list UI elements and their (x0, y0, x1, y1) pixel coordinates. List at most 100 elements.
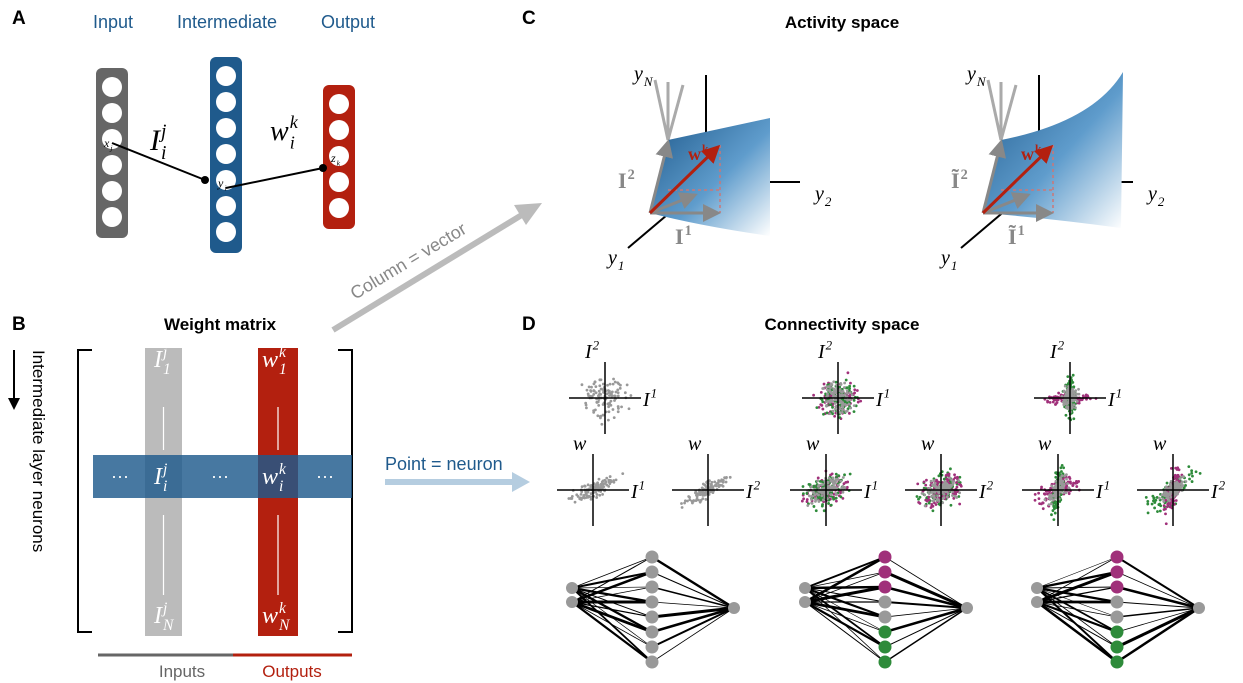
scatter-point (583, 497, 586, 500)
scatter-point (1034, 493, 1037, 496)
scatter-point (943, 496, 946, 499)
scatter-point (626, 383, 629, 386)
scatter-point (607, 419, 610, 422)
scatter-point (1052, 498, 1055, 501)
scatter-point (851, 394, 854, 397)
scatter-point (930, 495, 933, 498)
label-base: w (688, 144, 701, 164)
scatter-point (835, 500, 838, 503)
axis-label: I2 (817, 338, 833, 363)
scatter-point (958, 503, 961, 506)
axis-label: w (921, 433, 935, 455)
scatter-point (1163, 508, 1166, 511)
scatter-point (856, 389, 859, 392)
ellipsis: ··· (211, 466, 229, 486)
label-sub: 1 (951, 258, 958, 273)
scatter-point (930, 480, 933, 483)
axis-label: yN (632, 63, 654, 89)
scatter-point (802, 485, 805, 488)
neuron (1111, 551, 1124, 564)
scatter-point (1072, 374, 1075, 377)
scatter-point (1187, 465, 1190, 468)
scatter-point (837, 484, 840, 487)
scatter-point (1050, 513, 1053, 516)
scatter-point (1146, 503, 1149, 506)
panel-letter: D (522, 314, 536, 335)
scatter-point (597, 394, 600, 397)
scatter-point (1180, 482, 1183, 485)
arrow (333, 213, 525, 330)
scatter-point (1074, 389, 1077, 392)
scatter-point (1034, 499, 1037, 502)
scatter-point (827, 481, 830, 484)
scatter-point (600, 486, 603, 489)
axis-label: I2 (1210, 478, 1226, 503)
scatter-point (1072, 417, 1075, 420)
scatter-point (1199, 472, 1202, 475)
scatter-point (1037, 492, 1040, 495)
scatter-point (605, 481, 608, 484)
scatter-point (1052, 518, 1055, 521)
neuron (799, 582, 811, 594)
scatter-point (930, 503, 933, 506)
axis-label: I1 (630, 478, 645, 503)
label-sub: k (337, 159, 341, 168)
scatter-point (1062, 466, 1065, 469)
label-base: I (978, 481, 987, 503)
label-base: w (1153, 433, 1167, 455)
scatter-point (916, 495, 919, 498)
scatter-point (916, 482, 919, 485)
axis-label: I1 (1107, 386, 1122, 411)
label-base: I (630, 481, 639, 503)
scatter-point (810, 498, 813, 501)
scatter-point (1074, 398, 1077, 401)
scatter-point (832, 380, 835, 383)
scatter-point (612, 378, 615, 381)
edge (1037, 588, 1117, 647)
scatter-point (834, 480, 837, 483)
scatter-point (1065, 478, 1068, 481)
scatter-point (1165, 522, 1168, 525)
label-base: I (863, 481, 872, 503)
label-sup: 2 (826, 338, 833, 353)
scatter-point (1063, 474, 1066, 477)
scatter-point (1038, 497, 1041, 500)
scatter-point (587, 483, 590, 486)
scatter-point (1159, 504, 1162, 507)
scatter-point (592, 411, 595, 414)
scatter-point (953, 473, 956, 476)
edge (1037, 557, 1117, 588)
scatter-point (801, 500, 804, 503)
scatter-point (1071, 388, 1074, 391)
scatter-point (935, 486, 938, 489)
neuron (329, 172, 349, 192)
neuron (216, 144, 236, 164)
neuron (1111, 626, 1124, 639)
label-base: w (1021, 144, 1034, 164)
label-base: I (1049, 341, 1058, 363)
scatter-point (853, 410, 856, 413)
scatter-point (1169, 493, 1172, 496)
scatter-point (924, 484, 927, 487)
label-sup: k (702, 142, 709, 155)
scatter-point (826, 388, 829, 391)
scatter-point (1077, 480, 1080, 483)
neuron (646, 581, 659, 594)
neuron (879, 596, 892, 609)
scatter-point (823, 383, 826, 386)
scatter-point (932, 499, 935, 502)
scatter-point (1166, 503, 1169, 506)
label-sub: 2 (825, 194, 832, 209)
scatter-point (815, 406, 818, 409)
scatter-point (602, 480, 605, 483)
scatter-point (605, 477, 608, 480)
layer-label: Intermediate (177, 12, 277, 32)
axis-label: I1 (875, 386, 890, 411)
scatter-point (840, 383, 843, 386)
neuron (1031, 596, 1043, 608)
scatter-point (833, 415, 836, 418)
scatter-point (1175, 499, 1178, 502)
label-base: w (262, 603, 278, 629)
scatter-point (802, 492, 805, 495)
neuron (879, 581, 892, 594)
